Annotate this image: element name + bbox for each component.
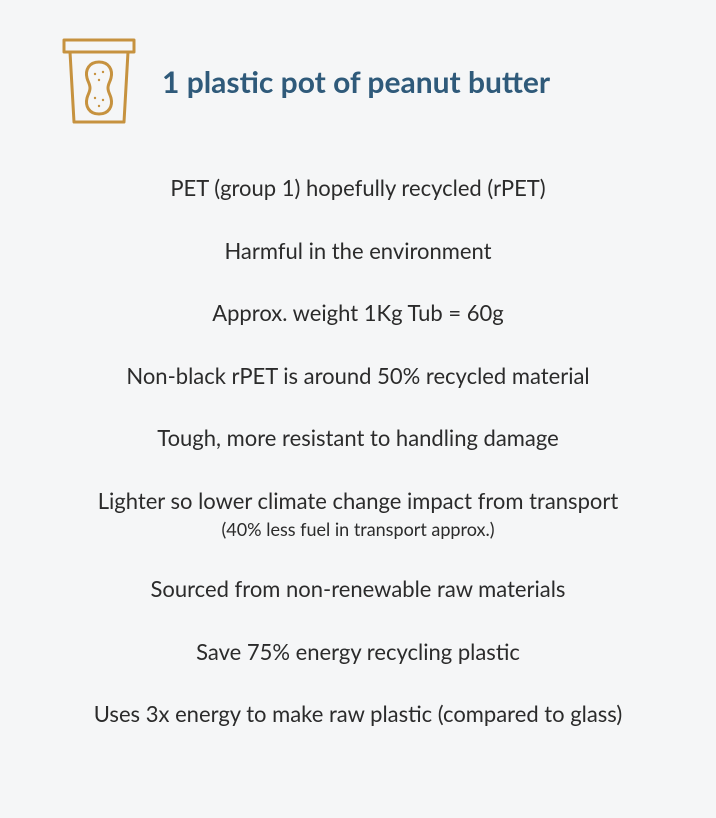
fact-item: Tough, more resistant to handling damage bbox=[157, 424, 558, 453]
page-title: 1 plastic pot of peanut butter bbox=[162, 64, 550, 100]
fact-text: Tough, more resistant to handling damage bbox=[157, 424, 558, 451]
fact-text: PET (group 1) hopefully recycled (rPET) bbox=[170, 174, 545, 201]
fact-item: Harmful in the environment bbox=[224, 237, 491, 266]
fact-text: Uses 3x energy to make raw plastic (comp… bbox=[94, 700, 622, 727]
fact-text: Sourced from non-renewable raw materials bbox=[151, 575, 566, 602]
fact-item: Approx. weight 1Kg Tub = 60g bbox=[212, 299, 504, 328]
fact-subnote: (40% less fuel in transport approx.) bbox=[98, 518, 619, 541]
fact-item: Sourced from non-renewable raw materials bbox=[151, 575, 566, 604]
fact-item: Uses 3x energy to make raw plastic (comp… bbox=[94, 700, 622, 729]
fact-item: PET (group 1) hopefully recycled (rPET) bbox=[170, 174, 545, 203]
header: 1 plastic pot of peanut butter bbox=[32, 38, 684, 126]
facts-list: PET (group 1) hopefully recycled (rPET) … bbox=[32, 174, 684, 729]
fact-text: Harmful in the environment bbox=[224, 237, 491, 264]
fact-item: Non-black rPET is around 50% recycled ma… bbox=[126, 362, 589, 391]
fact-text: Save 75% energy recycling plastic bbox=[196, 638, 520, 665]
fact-text: Approx. weight 1Kg Tub = 60g bbox=[212, 299, 504, 326]
fact-item: Save 75% energy recycling plastic bbox=[196, 638, 520, 667]
fact-text: Non-black rPET is around 50% recycled ma… bbox=[126, 362, 589, 389]
infographic-card: 1 plastic pot of peanut butter PET (grou… bbox=[0, 0, 716, 818]
peanut-butter-pot-icon bbox=[60, 38, 138, 126]
fact-text: Lighter so lower climate change impact f… bbox=[98, 487, 619, 514]
fact-item: Lighter so lower climate change impact f… bbox=[98, 487, 619, 541]
